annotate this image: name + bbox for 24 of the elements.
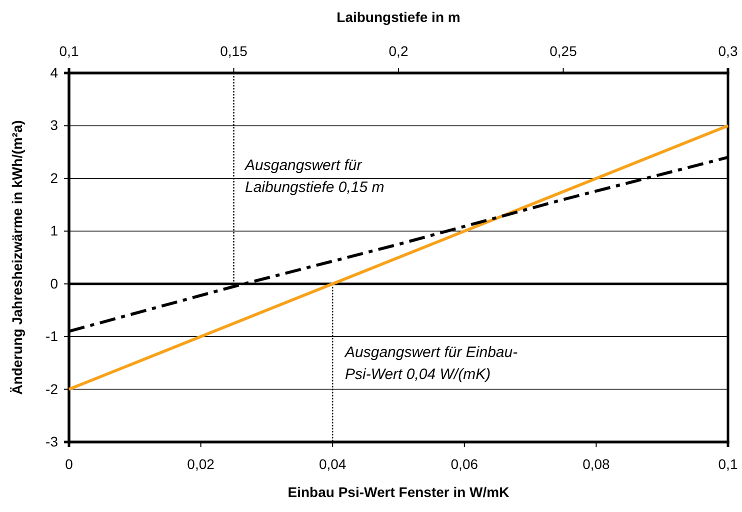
x2-tick-label: 0,1 bbox=[59, 43, 79, 59]
x-tick-label: 0,08 bbox=[582, 456, 610, 472]
annotation: Ausgangswert für Laibungstiefe 0,15 m bbox=[244, 157, 384, 196]
x-tick-label: 0,04 bbox=[318, 456, 346, 472]
x-tick-label: 0,1 bbox=[718, 456, 738, 472]
annotation: Ausgangswert für Einbau-Psi-Wert 0,04 W/(mK) bbox=[344, 344, 518, 383]
y-tick-label: -3 bbox=[46, 433, 58, 450]
y-tick-label: -2 bbox=[46, 380, 58, 397]
x-tick-label: 0,06 bbox=[450, 456, 478, 472]
x-tick-label: 0 bbox=[65, 456, 74, 472]
y-tick-label: 4 bbox=[50, 64, 58, 80]
x2-tick-label: 0,3 bbox=[718, 43, 738, 59]
x2-tick-label: 0,2 bbox=[388, 43, 408, 59]
x2-axis-title: Laibungstiefe in m bbox=[336, 9, 460, 25]
x2-tick-label: 0,25 bbox=[550, 43, 578, 59]
x2-tick-label: 0,15 bbox=[220, 43, 248, 59]
y-tick-label: -1 bbox=[46, 328, 58, 344]
y-tick-label: 2 bbox=[50, 170, 58, 186]
y-axis-title: Änderung Jahresheizwärme in kWh/(m²a) bbox=[9, 120, 25, 395]
x-axis-title: Einbau Psi-Wert Fenster in W/mK bbox=[288, 484, 510, 500]
y-tick-label: 1 bbox=[50, 222, 58, 239]
x-tick-label: 0,02 bbox=[187, 456, 215, 472]
y-tick-label: 3 bbox=[50, 117, 58, 134]
y-tick-label: 0 bbox=[50, 275, 58, 292]
